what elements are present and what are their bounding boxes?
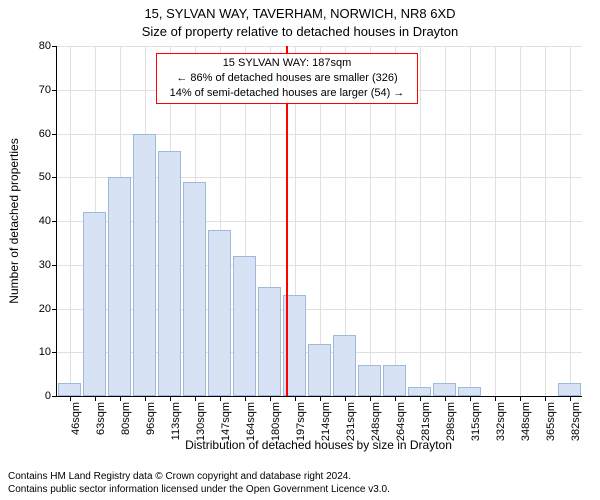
histogram-bar (83, 212, 107, 396)
grid-line-v (495, 46, 496, 396)
grid-line-v (420, 46, 421, 396)
y-tick-label: 40 (39, 215, 51, 227)
x-tick-label: 231sqm (345, 402, 357, 441)
y-tick-mark (52, 46, 57, 47)
x-tick-label: 197sqm (295, 402, 307, 441)
x-tick-label: 147sqm (220, 402, 232, 441)
y-tick-label: 50 (39, 171, 51, 183)
plot-area: 0102030405060708046sqm63sqm80sqm96sqm113… (56, 46, 582, 397)
histogram-bar (433, 383, 457, 396)
y-tick-label: 20 (39, 303, 51, 315)
annotation-line: 15 SYLVAN WAY: 187sqm (163, 56, 411, 71)
y-tick-mark (52, 177, 57, 178)
x-tick-mark (270, 396, 271, 401)
histogram-bar (458, 387, 482, 396)
y-tick-mark (52, 265, 57, 266)
x-tick-mark (420, 396, 421, 401)
x-tick-label: 96sqm (145, 402, 157, 435)
x-tick-label: 130sqm (195, 402, 207, 441)
y-tick-label: 70 (39, 84, 51, 96)
x-tick-label: 214sqm (320, 402, 332, 441)
grid-line-v (445, 46, 446, 396)
histogram-chart: 15, SYLVAN WAY, TAVERHAM, NORWICH, NR8 6… (0, 0, 600, 500)
x-tick-mark (145, 396, 146, 401)
footer-line: Contains public sector information licen… (8, 484, 390, 497)
x-tick-mark (220, 396, 221, 401)
histogram-bar (108, 177, 132, 396)
attribution-footer: Contains HM Land Registry data © Crown c… (8, 471, 390, 496)
histogram-bar (58, 383, 82, 396)
y-axis-label: Number of detached properties (7, 138, 21, 303)
x-tick-label: 80sqm (120, 402, 132, 435)
x-tick-mark (370, 396, 371, 401)
x-tick-label: 348sqm (520, 402, 532, 441)
histogram-bar (183, 182, 207, 396)
histogram-bar (383, 365, 407, 396)
histogram-bar (308, 344, 332, 397)
histogram-bar (233, 256, 257, 396)
x-tick-label: 315sqm (470, 402, 482, 441)
x-tick-label: 382sqm (570, 402, 582, 441)
histogram-bar (408, 387, 432, 396)
histogram-bar (208, 230, 232, 396)
x-tick-label: 180sqm (270, 402, 282, 441)
grid-line-v (70, 46, 71, 396)
y-tick-mark (52, 221, 57, 222)
histogram-bar (558, 383, 582, 396)
histogram-bar (333, 335, 357, 396)
y-tick-label: 30 (39, 259, 51, 271)
y-tick-mark (52, 352, 57, 353)
y-tick-label: 60 (39, 128, 51, 140)
x-tick-label: 365sqm (545, 402, 557, 441)
x-tick-label: 63sqm (95, 402, 107, 435)
y-tick-label: 0 (45, 390, 51, 402)
x-axis-label: Distribution of detached houses by size … (185, 438, 452, 452)
x-tick-mark (520, 396, 521, 401)
x-tick-mark (445, 396, 446, 401)
y-tick-mark (52, 309, 57, 310)
y-tick-mark (52, 396, 57, 397)
histogram-bar (358, 365, 382, 396)
x-tick-mark (245, 396, 246, 401)
x-tick-label: 264sqm (395, 402, 407, 441)
x-tick-mark (570, 396, 571, 401)
x-tick-mark (345, 396, 346, 401)
x-tick-label: 281sqm (420, 402, 432, 441)
x-tick-label: 332sqm (495, 402, 507, 441)
x-tick-label: 46sqm (70, 402, 82, 435)
chart-title-line1: 15, SYLVAN WAY, TAVERHAM, NORWICH, NR8 6… (0, 6, 600, 21)
annotation-line: ← 86% of detached houses are smaller (32… (163, 71, 411, 86)
y-tick-label: 10 (39, 346, 51, 358)
histogram-bar (158, 151, 182, 396)
y-tick-mark (52, 134, 57, 135)
annotation-box: 15 SYLVAN WAY: 187sqm← 86% of detached h… (156, 53, 418, 104)
y-tick-label: 80 (39, 40, 51, 52)
x-tick-mark (395, 396, 396, 401)
x-tick-mark (70, 396, 71, 401)
y-tick-mark (52, 90, 57, 91)
x-tick-mark (470, 396, 471, 401)
x-tick-label: 113sqm (170, 402, 182, 440)
x-tick-mark (320, 396, 321, 401)
x-tick-mark (170, 396, 171, 401)
x-tick-mark (120, 396, 121, 401)
grid-line-v (520, 46, 521, 396)
x-tick-mark (495, 396, 496, 401)
x-tick-mark (545, 396, 546, 401)
histogram-bar (133, 134, 157, 397)
annotation-line: 14% of semi-detached houses are larger (… (163, 86, 411, 101)
grid-line-v (570, 46, 571, 396)
x-tick-mark (95, 396, 96, 401)
x-tick-mark (195, 396, 196, 401)
grid-line-v (545, 46, 546, 396)
chart-title-line2: Size of property relative to detached ho… (0, 24, 600, 39)
grid-line-v (470, 46, 471, 396)
histogram-bar (258, 287, 282, 396)
x-tick-mark (295, 396, 296, 401)
x-tick-label: 298sqm (445, 402, 457, 441)
x-tick-label: 164sqm (245, 402, 257, 441)
footer-line: Contains HM Land Registry data © Crown c… (8, 471, 390, 484)
x-tick-label: 248sqm (370, 402, 382, 441)
